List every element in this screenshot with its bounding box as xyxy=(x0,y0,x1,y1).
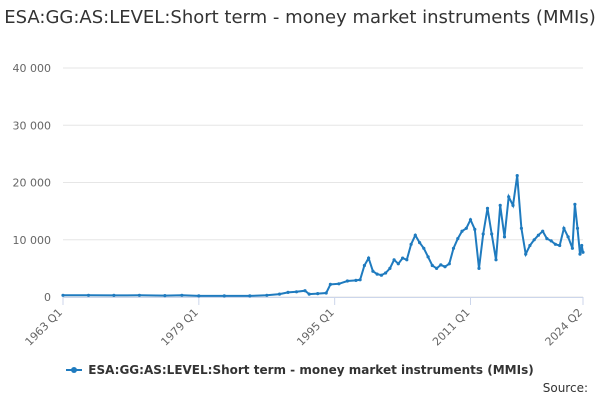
data-point[interactable] xyxy=(426,255,430,259)
data-point[interactable] xyxy=(392,258,396,262)
y-tick-label: 30 000 xyxy=(13,119,52,132)
data-point[interactable] xyxy=(553,242,558,246)
data-point[interactable] xyxy=(460,229,464,233)
y-tick-label: 10 000 xyxy=(13,234,52,247)
data-point[interactable] xyxy=(468,218,473,222)
x-tick-label: 2024 Q2 xyxy=(543,306,586,349)
data-point[interactable] xyxy=(362,263,366,268)
data-point[interactable] xyxy=(581,250,585,254)
data-point[interactable] xyxy=(405,258,409,262)
data-point[interactable] xyxy=(473,227,477,231)
data-point[interactable] xyxy=(112,293,116,297)
data-point[interactable] xyxy=(265,293,269,297)
data-point[interactable] xyxy=(388,266,392,270)
data-point[interactable] xyxy=(519,226,524,230)
x-tick-label: 1963 Q1 xyxy=(23,306,66,349)
data-point[interactable] xyxy=(418,241,422,245)
data-point[interactable] xyxy=(197,294,201,298)
y-axis-ticks: 0 10 000 20 000 30 000 40 000 xyxy=(13,62,52,304)
data-point[interactable] xyxy=(379,273,383,277)
series-points xyxy=(61,174,585,298)
data-point[interactable] xyxy=(316,292,320,296)
data-point[interactable] xyxy=(354,278,358,282)
data-point[interactable] xyxy=(401,256,405,260)
data-point[interactable] xyxy=(490,232,494,236)
data-point[interactable] xyxy=(375,272,379,276)
chart-title: ESA:GG:AS:LEVEL:Short term - money marke… xyxy=(4,7,596,28)
data-point[interactable] xyxy=(545,237,549,241)
data-point[interactable] xyxy=(396,262,400,266)
data-point[interactable] xyxy=(578,252,582,256)
data-point[interactable] xyxy=(371,269,375,273)
y-tick-label: 0 xyxy=(44,291,51,304)
data-point[interactable] xyxy=(570,246,575,250)
data-point[interactable] xyxy=(303,289,307,293)
data-point[interactable] xyxy=(528,243,532,248)
data-point[interactable] xyxy=(277,292,282,296)
data-point[interactable] xyxy=(477,266,481,270)
data-point[interactable] xyxy=(566,235,570,239)
data-point[interactable] xyxy=(541,229,545,233)
data-point[interactable] xyxy=(536,233,541,237)
data-point[interactable] xyxy=(524,252,528,256)
data-point[interactable] xyxy=(502,235,507,239)
data-point[interactable] xyxy=(180,293,184,297)
data-point[interactable] xyxy=(573,202,577,206)
data-point[interactable] xyxy=(558,243,562,248)
data-point[interactable] xyxy=(507,195,511,199)
data-point[interactable] xyxy=(328,282,332,286)
source-label: Source: xyxy=(542,381,588,395)
legend[interactable]: ESA:GG:AS:LEVEL:Short term - money marke… xyxy=(0,363,600,378)
grid-lines xyxy=(63,67,583,298)
y-tick-label: 20 000 xyxy=(13,177,52,190)
x-tick-label: 1979 Q1 xyxy=(158,306,201,349)
data-point[interactable] xyxy=(294,290,299,294)
data-point[interactable] xyxy=(324,291,328,295)
data-point[interactable] xyxy=(358,278,362,282)
data-point[interactable] xyxy=(511,203,515,207)
data-point[interactable] xyxy=(435,266,439,270)
data-point[interactable] xyxy=(464,226,468,230)
data-point[interactable] xyxy=(575,226,580,230)
data-point[interactable] xyxy=(286,290,290,294)
data-point[interactable] xyxy=(307,292,311,296)
data-point[interactable] xyxy=(413,233,417,237)
data-point[interactable] xyxy=(580,243,584,248)
data-point[interactable] xyxy=(549,239,553,243)
data-point[interactable] xyxy=(409,242,413,246)
data-point[interactable] xyxy=(422,246,426,250)
data-point[interactable] xyxy=(481,232,485,236)
data-point[interactable] xyxy=(384,271,388,275)
data-point[interactable] xyxy=(451,246,456,250)
x-tick-label: 2011 Q1 xyxy=(430,306,473,349)
data-point[interactable] xyxy=(137,293,141,297)
y-tick-label: 40 000 xyxy=(13,62,52,75)
data-point[interactable] xyxy=(248,294,252,298)
data-point[interactable] xyxy=(443,265,447,269)
data-point[interactable] xyxy=(532,238,536,242)
data-point[interactable] xyxy=(439,263,443,267)
data-point[interactable] xyxy=(61,293,65,297)
data-point[interactable] xyxy=(498,203,502,207)
data-point[interactable] xyxy=(337,282,341,286)
data-point[interactable] xyxy=(222,294,226,298)
data-point[interactable] xyxy=(515,174,519,178)
data-point[interactable] xyxy=(447,262,451,266)
legend-line-icon xyxy=(66,365,83,375)
data-point[interactable] xyxy=(494,258,498,262)
data-point[interactable] xyxy=(456,237,460,241)
data-point[interactable] xyxy=(485,206,490,210)
data-point[interactable] xyxy=(345,279,349,283)
x-axis-ticks: 1963 Q1 1979 Q1 1995 Q1 2011 Q1 2024 Q2 xyxy=(23,297,586,349)
data-point[interactable] xyxy=(430,263,434,268)
data-point[interactable] xyxy=(562,226,566,230)
x-tick-label: 1995 Q1 xyxy=(294,306,337,349)
data-point[interactable] xyxy=(86,293,91,297)
legend-label: ESA:GG:AS:LEVEL:Short term - money marke… xyxy=(88,363,534,377)
data-point[interactable] xyxy=(367,256,371,260)
data-point[interactable] xyxy=(163,294,167,298)
